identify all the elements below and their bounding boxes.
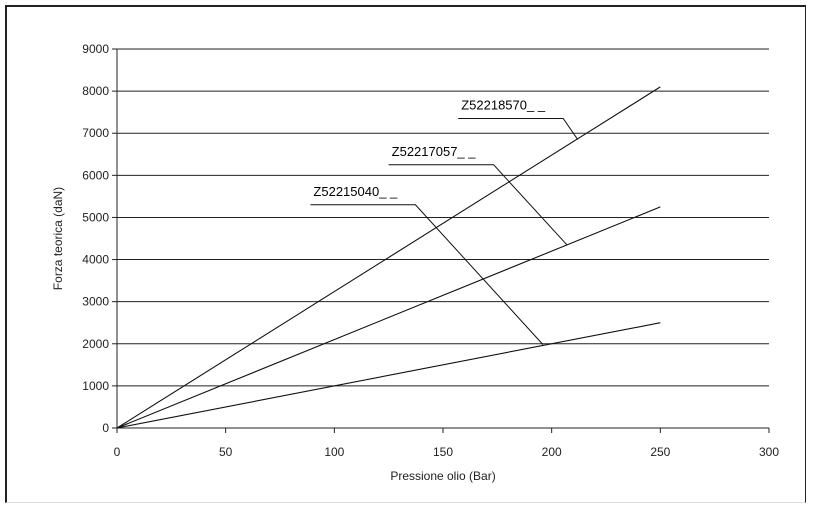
x-tick-label-300: 300: [759, 445, 779, 459]
series-line-3: [116, 322, 661, 429]
y-tick-label-4000: 4000: [82, 253, 109, 267]
series-leader-3: [310, 204, 544, 345]
series-label-2: Z52217057_ _: [392, 144, 477, 159]
x-tick-label-0: 0: [114, 445, 121, 459]
y-axis-label: Forza teorica (daN): [51, 187, 65, 290]
y-tick-label-0: 0: [102, 421, 109, 435]
series-labels: Z52218570_ _ Z52217057_ _ Z52215040_ _: [310, 97, 579, 345]
y-tick-label-9000: 9000: [82, 42, 109, 56]
x-axis-label: Pressione olio (Bar): [390, 469, 495, 483]
x-tick-label-100: 100: [324, 445, 344, 459]
axes: [112, 48, 770, 433]
y-tick-label-7000: 7000: [82, 126, 109, 140]
x-tick-label-50: 50: [219, 445, 233, 459]
tick-labels: 0 1000 2000 3000 4000 5000 6000 7000 8000 9000 0 50…: [82, 42, 779, 459]
series-lines: [116, 86, 661, 429]
series-line-2: [116, 206, 661, 429]
y-tick-label-5000: 5000: [82, 210, 109, 224]
series-leader-2: [388, 164, 568, 246]
series-label-1: Z52218570_ _: [461, 97, 546, 112]
y-tick-label-6000: 6000: [82, 168, 109, 182]
series-label-3: Z52215040_ _: [313, 184, 398, 199]
x-tick-label-200: 200: [542, 445, 562, 459]
y-tick-label-2000: 2000: [82, 337, 109, 351]
series-leader-1: [458, 117, 579, 140]
gridlines: [117, 48, 769, 387]
x-tick-label-250: 250: [650, 445, 670, 459]
y-tick-label-3000: 3000: [82, 295, 109, 309]
chart-frame: [5, 5, 806, 503]
series-line-1: [116, 86, 661, 429]
y-tick-label-8000: 8000: [82, 84, 109, 98]
y-tick-label-1000: 1000: [82, 379, 109, 393]
x-tick-label-150: 150: [433, 445, 453, 459]
